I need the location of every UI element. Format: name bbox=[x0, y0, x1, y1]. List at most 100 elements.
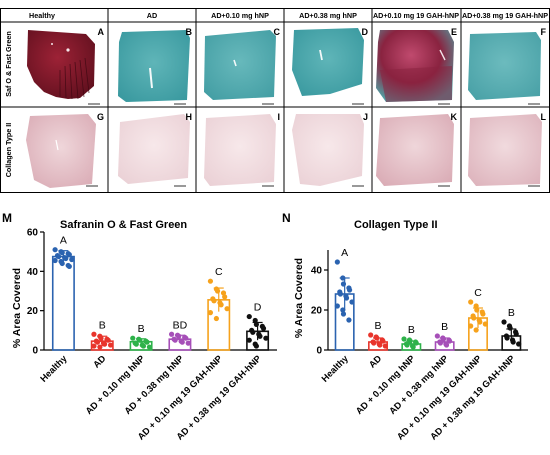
chart-m-data-point bbox=[63, 255, 69, 262]
chart-n-data-point bbox=[504, 335, 510, 341]
panel-letter-i: I bbox=[277, 112, 280, 122]
chart-m-significance-letter: A bbox=[60, 235, 67, 247]
chart-m-data-point bbox=[146, 344, 153, 350]
chart-n-data-point bbox=[377, 342, 383, 348]
chart-m-panel-label: M bbox=[2, 211, 12, 225]
image-panel-j bbox=[292, 114, 364, 187]
panel-letter-g: G bbox=[97, 112, 104, 122]
chart-m-x-tick-label: AD + 0.38 mg 19 GAH-hNP bbox=[175, 353, 263, 441]
chart-n-data-point bbox=[473, 327, 479, 333]
chart-m-data-point bbox=[172, 337, 178, 343]
chart-m-x-tick-label: AD bbox=[91, 353, 108, 370]
chart-n-x-tick-label: AD + 0.38 mg hNP bbox=[387, 353, 450, 416]
chart-n-data-point bbox=[513, 331, 519, 337]
chart-n-data-point bbox=[473, 303, 479, 309]
chart-m-data-point bbox=[52, 247, 58, 253]
chart-m-significance-letter: BD bbox=[173, 319, 188, 331]
chart-n-data-point bbox=[334, 303, 340, 309]
chart-n-title: Collagen Type II bbox=[354, 219, 438, 231]
chart-m-data-point bbox=[176, 333, 182, 339]
panel-letter-j: J bbox=[363, 112, 368, 122]
chart-m-y-tick-label: 0 bbox=[32, 346, 38, 357]
chart-m-data-point bbox=[59, 260, 65, 267]
chart-n-significance-letter: B bbox=[441, 321, 448, 333]
chart-m-data-point bbox=[207, 310, 214, 316]
chart-n-significance-letter: B bbox=[408, 324, 415, 336]
chart-m-y-tick-label: 20 bbox=[27, 306, 39, 317]
chart-m-data-point bbox=[91, 343, 97, 349]
chart-n-y-tick-label: 40 bbox=[311, 266, 323, 277]
image-panel-i bbox=[204, 114, 276, 187]
chart-m-data-point bbox=[140, 343, 147, 349]
chart-n-data-point bbox=[374, 335, 380, 341]
image-panel-c bbox=[204, 30, 276, 105]
chart-n-data-point bbox=[516, 341, 522, 347]
column-header-ad-038-gah: AD+0.38 mg 19 GAH-hNP bbox=[462, 11, 548, 20]
chart-n-panel-label: N bbox=[282, 211, 291, 225]
image-panel-f bbox=[468, 32, 541, 105]
chart-m-data-point bbox=[144, 339, 150, 345]
chart-n-data-point bbox=[446, 338, 453, 344]
chart-m-data-point bbox=[185, 340, 191, 346]
chart-m-title: Safranin O & Fast Green bbox=[60, 219, 187, 231]
chart-n-data-point bbox=[437, 340, 444, 346]
column-header-ad-010-hnp: AD+0.10 mg hNP bbox=[211, 11, 269, 20]
chart-n-data-point bbox=[477, 319, 483, 325]
chart-n-data-point bbox=[474, 307, 480, 313]
chart-m-data-point bbox=[66, 263, 72, 270]
chart-m-data-point bbox=[91, 331, 97, 337]
chart-n-data-point bbox=[404, 342, 410, 348]
chart-m-data-point bbox=[253, 321, 259, 328]
chart-n-y-tick-label: 0 bbox=[316, 346, 322, 357]
chart-n-data-point bbox=[346, 317, 352, 323]
chart-n-data-point bbox=[346, 287, 353, 293]
chart-m-significance-letter: B bbox=[99, 319, 106, 331]
chart-n-data-point bbox=[501, 319, 507, 325]
chart-m-significance-letter: B bbox=[138, 323, 145, 335]
column-header-ad-010-gah: AD+0.10 mg 19 GAH-hNP bbox=[373, 11, 459, 20]
image-panel-l bbox=[468, 114, 542, 187]
chart-m-x-tick-label: Healthy bbox=[38, 353, 69, 384]
chart-m-data-point bbox=[211, 298, 217, 304]
chart-m-data-point bbox=[52, 257, 58, 264]
chart-n-data-point bbox=[371, 340, 377, 346]
chart-n-data-point bbox=[340, 311, 347, 317]
column-header-healthy: Healthy bbox=[29, 11, 55, 20]
chart-m-data-point bbox=[69, 256, 75, 263]
chart-n-data-point bbox=[482, 321, 488, 327]
chart-m-data-point bbox=[56, 253, 62, 260]
chart-n-x-tick-label: AD bbox=[367, 353, 384, 370]
chart-n-data-point bbox=[510, 339, 516, 345]
image-panel-h bbox=[118, 114, 190, 187]
chart-m-data-point bbox=[98, 335, 104, 341]
chart-n-data-point bbox=[407, 338, 413, 344]
chart-n-data-point bbox=[480, 311, 486, 317]
chart-m-bar bbox=[51, 255, 75, 351]
chart-m-data-point bbox=[66, 252, 72, 258]
chart-n-data-point bbox=[471, 315, 477, 321]
chart-n-ylabel: % Area Covered bbox=[293, 258, 305, 338]
chart-m-data-point bbox=[257, 333, 263, 339]
chart-m-significance-letter: D bbox=[254, 302, 262, 314]
chart-m-data-point bbox=[130, 335, 136, 341]
chart-m-data-point bbox=[207, 278, 214, 284]
chart-n-data-point bbox=[413, 340, 419, 346]
chart-n-data-point bbox=[349, 299, 355, 305]
chart-n-data-point bbox=[340, 275, 346, 281]
chart-n-data-point bbox=[334, 259, 340, 265]
chart-n-data-point bbox=[468, 299, 474, 305]
chart-n-data-point bbox=[337, 291, 344, 297]
chart-m-data-point bbox=[224, 306, 230, 312]
chart-n-data-point bbox=[343, 295, 350, 301]
chart-m-data-point bbox=[183, 335, 189, 341]
panel-letter-l: L bbox=[541, 112, 547, 122]
chart-n-data-point bbox=[507, 325, 513, 331]
chart-n: N Collagen Type II % Area Covered 0 20 40 A… bbox=[282, 211, 528, 442]
image-panel-b bbox=[118, 30, 190, 105]
chart-m-y-tick-label: 40 bbox=[27, 267, 39, 278]
chart-m-data-point bbox=[252, 317, 258, 324]
chart-n-data-point bbox=[440, 336, 447, 342]
chart-m-significance-letter: C bbox=[215, 266, 223, 278]
